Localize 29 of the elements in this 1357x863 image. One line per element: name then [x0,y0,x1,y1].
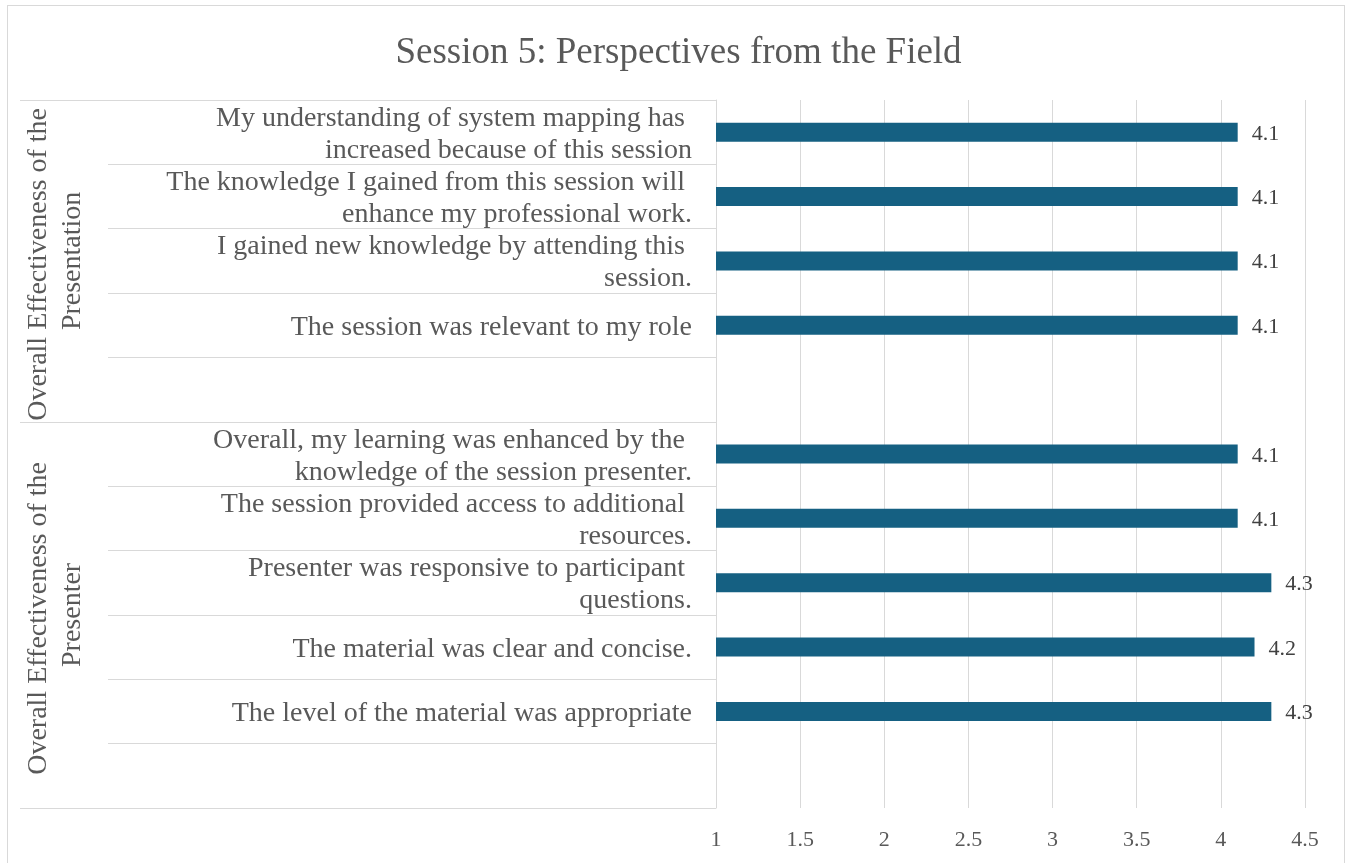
data-label: 4.3 [1285,570,1313,596]
data-label: 4.1 [1251,505,1280,531]
data-label: 4.1 [1251,312,1280,338]
x-tick-label: 3 [1047,825,1059,851]
data-label: 4.1 [1251,119,1280,145]
data-label: 4.1 [1251,184,1280,210]
data-label: 4.2 [1268,634,1297,660]
text: Overall Effectiveness of the Presentation [20,101,86,421]
x-tick-label: 2 [878,825,890,851]
y-tick-label: The material was clear and concise. [292,631,692,663]
y-tick-label: The session provided access to additional resources. [220,486,692,550]
x-tick-label: 2.5 [954,825,983,851]
y-tick-label: The level of the material was appropriate [231,695,692,727]
data-label: 4.3 [1285,698,1313,724]
x-tick-label: 3.5 [1122,825,1151,851]
data-label: 4.1 [1251,441,1280,467]
text: Overall Effectiveness of the Presenter [20,455,86,775]
y-tick-label: Presenter was responsive to participant questions. [248,551,692,615]
x-tick-label: 1 [710,825,722,851]
x-tick-label: 4.5 [1291,825,1319,851]
y-tick-label: The session was relevant to my role [290,309,692,341]
y-tick-label: Overall, my learning was enhanced by the knowledge of the session presenter. [213,422,692,486]
y-tick-label: I gained new knowledge by attending this session. [216,229,692,293]
x-tick-label: 1.5 [786,825,814,851]
y-tick-label: My understanding of system mapping has increased because of this session [216,100,692,164]
x-tick-label: 4 [1215,825,1227,851]
chart-title: Session 5: Perspectives from the Field [395,30,963,71]
y-tick-label: The knowledge I gained from this session will enhance my professional work. [166,165,692,229]
data-label: 4.1 [1251,248,1280,274]
